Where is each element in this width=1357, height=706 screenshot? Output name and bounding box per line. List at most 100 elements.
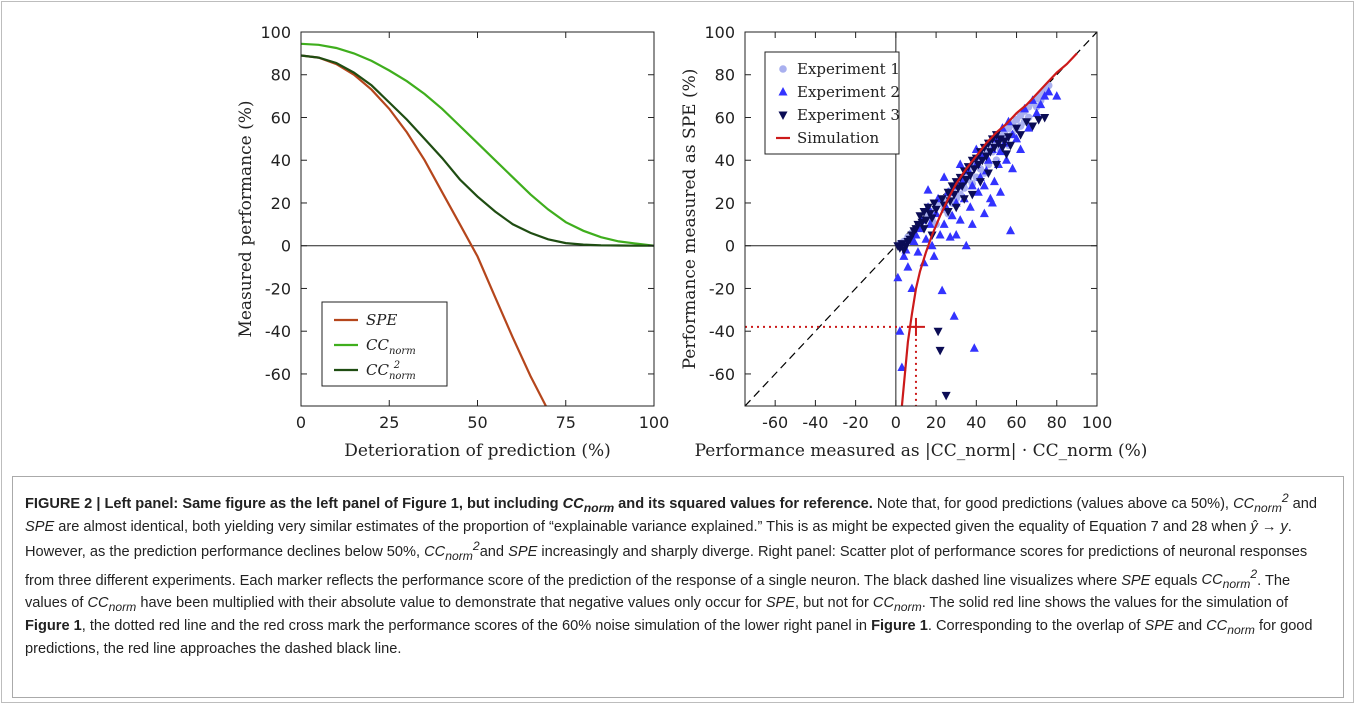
left-y-tick-label: 60 bbox=[271, 108, 291, 127]
right-y-tick-label: -20 bbox=[709, 279, 735, 298]
right-y-tick-label: 0 bbox=[725, 237, 735, 256]
caption-fig1-b: Figure 1 bbox=[871, 618, 928, 635]
exp3-marker bbox=[965, 171, 975, 181]
exp2-marker bbox=[927, 240, 937, 250]
caption-paragraph: FIGURE 2 | Left panel: Same figure as th… bbox=[25, 489, 1331, 659]
scatter-points bbox=[893, 81, 1062, 401]
exp2-marker bbox=[939, 219, 949, 228]
caption-limit: ŷ → y bbox=[1250, 518, 1288, 535]
right-x-tick-label: 80 bbox=[1047, 413, 1067, 432]
right-y-tick-label: -60 bbox=[709, 365, 735, 384]
identity-dashed-line bbox=[745, 32, 1097, 406]
right-legend-label: Experiment 1 bbox=[797, 60, 900, 78]
caption-cc: CCnorm bbox=[87, 595, 137, 615]
exp2-marker bbox=[1032, 108, 1042, 117]
exp3-marker bbox=[957, 182, 967, 191]
right-y-tick-label: 40 bbox=[715, 151, 735, 170]
left-x-tick-label: 75 bbox=[556, 413, 576, 432]
right-x-tick-label: 40 bbox=[966, 413, 986, 432]
exp3-marker bbox=[997, 143, 1007, 153]
exp3-marker bbox=[927, 214, 937, 223]
exp2-marker bbox=[899, 251, 909, 260]
caption-text-11: . The solid red line shows the values fo… bbox=[921, 595, 1289, 612]
caption-text-3: are almost identical, both yielding very… bbox=[54, 518, 1247, 535]
legend-subscript: norm bbox=[389, 371, 416, 382]
right-legend-label: Experiment 3 bbox=[797, 106, 900, 124]
right-x-tick-label: -20 bbox=[843, 413, 869, 432]
right-y-tick-label: -40 bbox=[709, 322, 735, 341]
right-y-tick-label: 20 bbox=[715, 194, 735, 213]
caption-text-8: . The values of bbox=[25, 572, 1291, 612]
left-spe-curve bbox=[301, 54, 548, 406]
exp3-marker bbox=[983, 169, 993, 179]
caption-cc-bold: CCnorm bbox=[562, 495, 615, 515]
exp2-marker bbox=[935, 230, 945, 239]
right-plot-frame bbox=[744, 31, 1098, 407]
legend-subscript: norm bbox=[389, 346, 416, 357]
exp2-marker bbox=[955, 215, 965, 224]
exp3-marker bbox=[943, 208, 953, 217]
caption-bold-intro: FIGURE 2 | Left panel: Same figure as th… bbox=[25, 495, 559, 512]
right-x-tick-label: 100 bbox=[1082, 413, 1113, 432]
exp3-marker bbox=[975, 178, 985, 187]
right-y-tick-label: 100 bbox=[704, 23, 735, 42]
exp3-marker bbox=[985, 148, 995, 157]
exp2-marker bbox=[949, 311, 959, 320]
exp3-marker bbox=[919, 208, 929, 217]
exp3-marker bbox=[929, 199, 939, 208]
exp3-marker bbox=[951, 203, 961, 213]
left-x-tick-label: 25 bbox=[379, 413, 399, 432]
left-y-tick-label: 40 bbox=[271, 151, 291, 170]
caption-spe-c: SPE bbox=[1121, 572, 1151, 589]
caption-cc-c: CCnorm bbox=[1206, 618, 1255, 638]
left-cc-norm-curve bbox=[301, 42, 654, 247]
right-legend-label: Experiment 2 bbox=[797, 83, 900, 101]
exp2-marker bbox=[983, 155, 993, 164]
exp2-marker bbox=[937, 285, 947, 295]
caption-text-15: for good predictions, the red line appro… bbox=[25, 618, 1313, 658]
right-legend-swatch bbox=[779, 65, 787, 73]
exp3-marker bbox=[991, 161, 1001, 170]
left-y-tick-label: 0 bbox=[281, 237, 291, 256]
right-x-tick-label: 0 bbox=[891, 413, 901, 432]
simulation-curve bbox=[900, 52, 1078, 406]
exp2-marker bbox=[1044, 86, 1054, 96]
exp2-marker bbox=[961, 240, 971, 250]
exp3-marker bbox=[925, 210, 935, 219]
exp3-marker bbox=[1022, 118, 1032, 127]
exp3-marker bbox=[1034, 116, 1044, 125]
exp2-marker bbox=[945, 232, 955, 241]
charts-svg: 0 25 50 75 100100806040200-20-40-60Deteriora… bbox=[236, 23, 1147, 461]
right-legend-swatch bbox=[778, 111, 788, 120]
exp3-marker bbox=[937, 195, 947, 204]
exp2-marker bbox=[1024, 123, 1034, 132]
exp3-marker bbox=[977, 156, 987, 166]
caption-bold-outro: and its squared values for reference. bbox=[614, 495, 873, 512]
caption-text-5: and bbox=[479, 543, 505, 560]
left-y-tick-label: 100 bbox=[260, 23, 291, 42]
exp2-marker bbox=[973, 187, 983, 196]
exp3-marker bbox=[1040, 113, 1050, 123]
right-x-tick-label: 20 bbox=[926, 413, 946, 432]
exp3-marker bbox=[967, 190, 977, 200]
exp2-marker bbox=[1001, 155, 1011, 164]
caption-text-9: have been multiplied with their absolute… bbox=[136, 595, 762, 612]
exp3-marker bbox=[935, 346, 945, 356]
caption-spe-d: SPE bbox=[765, 595, 796, 612]
caption-cc-b: CCnorm bbox=[872, 595, 922, 615]
exp2-marker bbox=[903, 262, 913, 271]
exp3-marker bbox=[989, 143, 999, 153]
exp2-marker bbox=[979, 208, 989, 218]
left-x-tick-label: 0 bbox=[296, 413, 306, 432]
exp2-marker bbox=[1008, 163, 1018, 173]
left-y-axis-label: Measured performance (%) bbox=[236, 100, 256, 337]
right-y-axis-label: Performance measured as SPE (%) bbox=[680, 69, 700, 370]
exp3-marker bbox=[959, 195, 969, 204]
exp3-marker bbox=[933, 327, 943, 337]
right-panel: -60 -40 -20 0 20 40 60 80 100100806040200-20-40-… bbox=[680, 23, 1147, 461]
exp3-marker bbox=[897, 240, 907, 249]
caption-cc2: CCnorm2 bbox=[1233, 491, 1289, 515]
exp3-marker bbox=[947, 182, 957, 191]
exp2-marker bbox=[969, 343, 979, 352]
